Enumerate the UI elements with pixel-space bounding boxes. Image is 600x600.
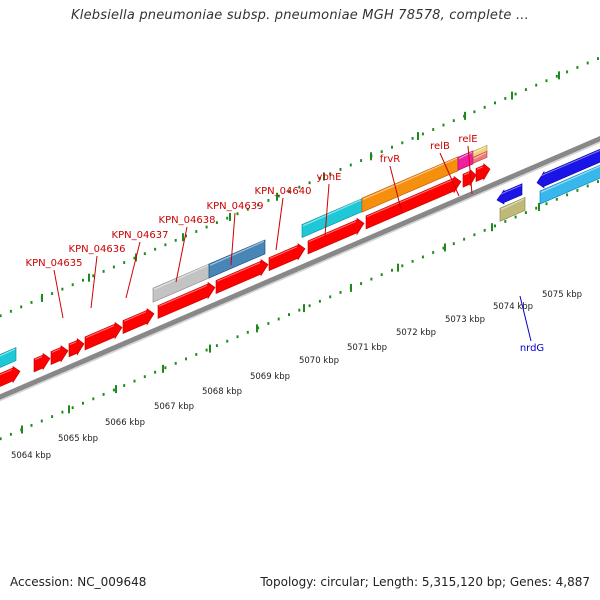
accession-label: Accession: NC_009648 bbox=[10, 575, 147, 589]
kbp-tick-label: 5075 kbp bbox=[542, 290, 582, 300]
gene-label: KPN_04637 bbox=[112, 230, 169, 241]
cds-arrow-highlight bbox=[308, 220, 357, 243]
leader-line bbox=[389, 165, 403, 214]
gene-label: KPN_04635 bbox=[26, 258, 83, 269]
cds-arrow-highlight bbox=[0, 369, 13, 376]
gene-bar-steelblue[interactable] bbox=[208, 239, 266, 279]
kbp-tick-label: 5065 kbp bbox=[58, 434, 98, 444]
kbp-tick-label: 5070 kbp bbox=[299, 356, 339, 366]
label-leader-lines bbox=[53, 145, 532, 342]
cds-arrow-highlight bbox=[123, 311, 147, 322]
kbp-tick-label: 5069 kbp bbox=[250, 372, 290, 382]
kbp-tick-label: 5071 kbp bbox=[347, 343, 387, 353]
cds-arrow-highlight bbox=[51, 348, 61, 353]
cds-arrow-highlight bbox=[366, 179, 454, 218]
leader-line bbox=[175, 226, 188, 283]
kbp-tick-label: 5073 kbp bbox=[445, 315, 485, 325]
gene-label: KPN_04639 bbox=[207, 201, 264, 212]
kbp-tick-label: 5067 kbp bbox=[154, 402, 194, 412]
gene-features[interactable] bbox=[0, 144, 600, 391]
backbone-shadow bbox=[0, 141, 600, 402]
kbp-tick-label: 5066 kbp bbox=[105, 418, 145, 428]
gene-bar-steelblue-highlight bbox=[209, 240, 265, 266]
cds-arrow-highlight bbox=[34, 356, 43, 361]
gene-bar-grey-highlight bbox=[153, 264, 209, 290]
cds-arrow[interactable] bbox=[307, 217, 365, 255]
gene-label: ybhE bbox=[317, 172, 342, 183]
gene-label: KPN_04638 bbox=[159, 215, 216, 226]
gene-bar-orange[interactable] bbox=[361, 156, 459, 213]
genome-backbone bbox=[0, 135, 600, 402]
genome-stats-label: Topology: circular; Length: 5,315,120 bp… bbox=[260, 575, 590, 589]
cds-arrow[interactable] bbox=[122, 308, 155, 335]
gene-bar-skyblue[interactable] bbox=[539, 161, 600, 205]
leader-line bbox=[275, 197, 284, 251]
gene-label: KPN_04640 bbox=[255, 186, 312, 197]
cds-arrow-reverse-highlight bbox=[537, 149, 600, 178]
leader-line bbox=[324, 183, 330, 237]
leader-line bbox=[439, 152, 460, 197]
gene-bar-khaki-highlight bbox=[500, 198, 525, 211]
gene-bar-skyblue-highlight bbox=[540, 165, 600, 193]
kbp-tick-label: 5072 kbp bbox=[396, 328, 436, 338]
gene-bar-yellow-highlight bbox=[473, 146, 487, 154]
cds-arrow[interactable] bbox=[50, 345, 69, 366]
gene-label: nrdG bbox=[520, 343, 544, 354]
cds-arrow-reverse[interactable] bbox=[536, 145, 600, 189]
gene-bar-orange-highlight bbox=[362, 157, 458, 201]
kbp-tick-label: 5064 kbp bbox=[11, 451, 51, 461]
gene-labels: KPN_04635 KPN_04636 KPN_04637 KPN_04638 KPN_… bbox=[26, 134, 545, 354]
cds-arrow[interactable] bbox=[68, 338, 85, 358]
leader-line bbox=[53, 269, 64, 319]
leader-line bbox=[125, 241, 141, 299]
cds-arrow[interactable] bbox=[268, 243, 306, 272]
lower-tick-row bbox=[0, 180, 599, 441]
cds-arrow-reverse-highlight bbox=[497, 184, 522, 196]
cds-arrow-highlight bbox=[85, 325, 115, 339]
cds-arrow-highlight bbox=[476, 166, 483, 170]
gene-label: relB bbox=[430, 141, 450, 152]
leader-line bbox=[467, 145, 473, 195]
cds-arrow[interactable] bbox=[475, 163, 491, 183]
cds-arrow-highlight bbox=[269, 246, 298, 259]
cds-arrow-highlight bbox=[463, 172, 470, 176]
cds-arrow[interactable] bbox=[157, 281, 216, 319]
leader-line bbox=[519, 295, 532, 342]
kbp-tick-label: 5074 kbp bbox=[493, 302, 533, 312]
cds-arrow[interactable] bbox=[365, 175, 462, 230]
cds-arrow[interactable] bbox=[0, 365, 21, 390]
cds-arrow-highlight bbox=[158, 285, 208, 307]
kbp-tick-labels: 5064 kbp 5065 kbp 5066 kbp 5067 kbp 5068 kbp… bbox=[11, 290, 582, 461]
gene-bar-magenta[interactable] bbox=[457, 150, 474, 171]
cds-arrow-reverse[interactable] bbox=[496, 183, 523, 205]
gene-label: KPN_04636 bbox=[69, 244, 126, 255]
leader-line bbox=[230, 212, 236, 266]
cds-arrow-highlight bbox=[69, 341, 77, 346]
upper-tick-row bbox=[0, 57, 599, 318]
cds-arrow[interactable] bbox=[462, 168, 477, 188]
backbone-line bbox=[0, 135, 600, 400]
gene-bar-magenta-highlight bbox=[458, 151, 473, 160]
gene-bar-pink-highlight bbox=[473, 152, 487, 160]
cds-arrow-highlight bbox=[216, 262, 261, 282]
page-title: Klebsiella pneumoniae subsp. pneumoniae … bbox=[71, 8, 529, 23]
gene-label: relE bbox=[458, 134, 477, 145]
gene-bar-cyan-highlight bbox=[0, 348, 16, 357]
gene-label: frvR bbox=[380, 154, 401, 165]
leader-line bbox=[90, 255, 98, 309]
cds-arrow[interactable] bbox=[215, 259, 269, 294]
gene-bar-cyan-highlight bbox=[302, 199, 362, 227]
cds-arrow[interactable] bbox=[84, 321, 123, 351]
gene-bar-khaki[interactable] bbox=[499, 197, 526, 222]
gene-bar-cyan[interactable] bbox=[0, 347, 17, 372]
cds-arrow[interactable] bbox=[33, 352, 51, 373]
kbp-tick-label: 5068 kbp bbox=[202, 387, 242, 397]
